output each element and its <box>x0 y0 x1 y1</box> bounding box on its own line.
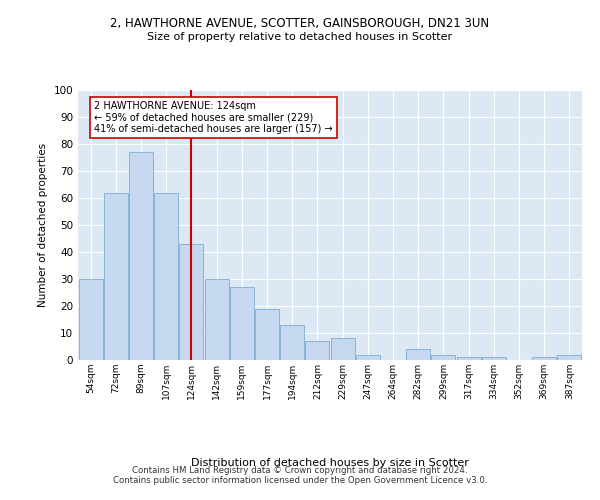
Text: 2 HAWTHORNE AVENUE: 124sqm
← 59% of detached houses are smaller (229)
41% of sem: 2 HAWTHORNE AVENUE: 124sqm ← 59% of deta… <box>94 101 333 134</box>
Text: Distribution of detached houses by size in Scotter: Distribution of detached houses by size … <box>191 458 469 468</box>
Bar <box>457 358 481 360</box>
Bar <box>280 325 304 360</box>
Bar <box>431 354 455 360</box>
Bar <box>129 152 153 360</box>
Text: Size of property relative to detached houses in Scotter: Size of property relative to detached ho… <box>148 32 452 42</box>
Text: Contains HM Land Registry data © Crown copyright and database right 2024.
Contai: Contains HM Land Registry data © Crown c… <box>113 466 487 485</box>
Bar <box>255 308 279 360</box>
Bar <box>205 279 229 360</box>
Y-axis label: Number of detached properties: Number of detached properties <box>38 143 48 307</box>
Bar <box>179 244 203 360</box>
Bar <box>532 358 556 360</box>
Bar <box>356 354 380 360</box>
Text: 2, HAWTHORNE AVENUE, SCOTTER, GAINSBOROUGH, DN21 3UN: 2, HAWTHORNE AVENUE, SCOTTER, GAINSBOROU… <box>110 18 490 30</box>
Bar <box>104 192 128 360</box>
Bar <box>557 354 581 360</box>
Bar <box>154 192 178 360</box>
Bar <box>482 358 506 360</box>
Bar <box>331 338 355 360</box>
Bar <box>230 287 254 360</box>
Bar <box>406 349 430 360</box>
Bar <box>79 279 103 360</box>
Bar <box>305 341 329 360</box>
